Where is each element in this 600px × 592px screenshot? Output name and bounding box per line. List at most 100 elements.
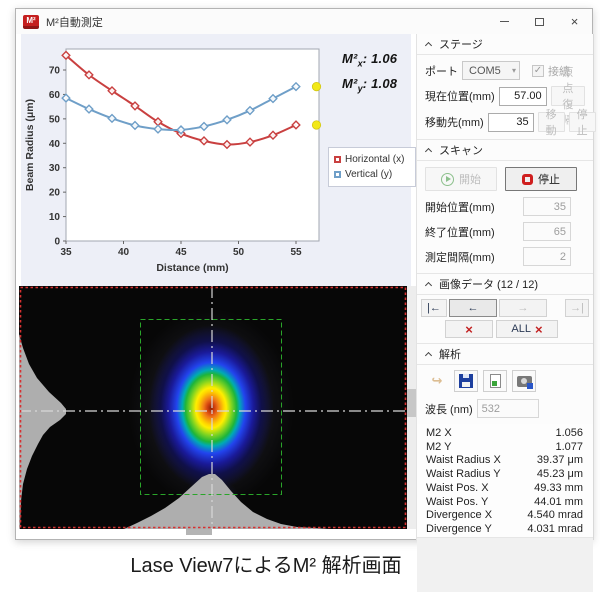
data-point-marker <box>268 93 278 104</box>
y-tick-label: 30 <box>49 163 61 174</box>
scan-start-pos-input[interactable] <box>523 197 571 216</box>
x-axis-label: Distance (mm) <box>156 262 228 274</box>
data-point-marker <box>61 50 71 61</box>
export-arrow-icon: ↪ <box>431 373 443 388</box>
data-point-marker <box>61 93 71 103</box>
x-tick-label: 35 <box>60 247 72 258</box>
data-point-marker <box>268 130 278 141</box>
connect-checkbox[interactable]: ✓ <box>532 64 544 77</box>
title-bar[interactable]: M² M²自動測定 × <box>16 9 592 34</box>
first-image-button[interactable]: |← <box>421 299 447 317</box>
chart-legend: Horizontal (x) Vertical (y) <box>328 147 416 187</box>
data-point-marker <box>199 121 209 132</box>
next-image-button[interactable]: → <box>499 299 547 317</box>
scan-start-pos-label: 開始位置(mm) <box>425 201 495 214</box>
stop-icon <box>522 173 533 185</box>
data-point-marker <box>222 139 232 150</box>
result-row-divergence-y: Divergence Y 4.031 mrad <box>426 522 583 535</box>
result-row-waist-radius-y: Waist Radius Y 45.23 μm <box>426 468 583 481</box>
port-label: ポート <box>425 65 458 78</box>
scan-end-pos-label: 終了位置(mm) <box>425 226 495 239</box>
app-logo-icon: M² <box>23 14 39 29</box>
y-tick-label: 60 <box>49 90 61 101</box>
legend-item-horizontal: Horizontal (x) <box>334 152 410 167</box>
plot-area <box>65 48 320 242</box>
target-position-label: 移動先(mm) <box>425 117 484 129</box>
m2-fit-chart: 0 10 20 30 40 50 60 70 35 40 45 50 55 Distance (mm) Be… <box>21 34 416 286</box>
chevron-down-icon: ▾ <box>511 66 516 75</box>
vertical-series-swatch <box>334 171 341 178</box>
current-position-input[interactable] <box>498 86 547 106</box>
capture-area-border <box>19 286 407 529</box>
move-button[interactable]: 移動 <box>537 109 565 137</box>
home-button[interactable]: 原点復帰 <box>550 67 585 127</box>
previous-image-button[interactable]: ← <box>449 299 497 317</box>
delete-all-images-button[interactable]: ALL × <box>496 320 558 338</box>
chart-plot: 0 10 20 30 40 50 60 70 35 40 45 50 55 Distance (mm) Be… <box>24 48 322 274</box>
control-panel: ステージ ポート COM5 ▾ ✓ 接続 現在位置(mm) 原 <box>416 34 596 592</box>
x-tick-label: 55 <box>290 247 302 258</box>
data-point-marker <box>176 125 186 135</box>
save-button[interactable] <box>454 370 478 392</box>
data-point-marker <box>84 104 94 114</box>
y-tick-label: 10 <box>49 212 61 223</box>
export-button[interactable]: ↪ <box>425 370 449 392</box>
minimize-button[interactable] <box>487 9 522 34</box>
wavelength-input[interactable] <box>476 399 539 418</box>
scan-start-button[interactable]: 開始 <box>425 167 497 191</box>
legend-item-vertical: Vertical (y) <box>334 167 410 182</box>
analysis-section: 解析 ↪ 波長 (nm) <box>417 343 593 592</box>
data-point-marker <box>107 85 117 96</box>
x-tick-label: 50 <box>233 247 245 258</box>
y-axis-label: Beam Radius (μm) <box>24 99 36 191</box>
scan-stop-button[interactable]: 停止 <box>505 167 577 191</box>
scan-interval-input[interactable] <box>523 247 571 266</box>
stage-stop-button[interactable]: 停止 <box>568 109 596 137</box>
snapshot-button[interactable] <box>512 370 536 392</box>
result-row-m2x: M2 X 1.056 <box>426 427 583 439</box>
current-position-label: 現在位置(mm) <box>425 91 495 103</box>
result-row-divergence-x: Divergence X 4.540 mrad <box>426 509 583 522</box>
minimize-icon <box>500 21 509 22</box>
result-row-m2y: M2 Y 1.077 <box>426 440 583 453</box>
collapse-scan-icon[interactable] <box>424 147 433 155</box>
close-button[interactable]: × <box>570 14 579 29</box>
panel-empty-area <box>417 536 593 592</box>
data-point-marker <box>291 81 301 92</box>
splitter-handle[interactable] <box>407 389 416 417</box>
scan-interval-label: 測定間隔(mm) <box>425 251 495 264</box>
roi-rect <box>140 319 282 495</box>
data-point-marker <box>153 124 163 134</box>
maximize-button[interactable] <box>522 9 557 34</box>
data-point-marker <box>222 115 232 125</box>
y-tick-label: 70 <box>49 66 61 77</box>
result-row-waist-pos-x: Waist Pos. X 49.33 mm <box>426 481 583 494</box>
data-point-marker <box>245 137 255 147</box>
camera-icon <box>516 375 533 389</box>
delete-x-icon: × <box>465 321 473 337</box>
histogram-overflow-tab <box>186 529 212 535</box>
image-data-section: 画像データ (12 / 12) |← ← → →| × ALL × <box>417 273 593 343</box>
splitter-gutter <box>407 286 416 529</box>
connect-label: 接続 <box>548 65 570 78</box>
y-tick-label: 40 <box>49 139 61 150</box>
vertical-profile-histogram <box>19 334 66 529</box>
horizontal-series-swatch <box>334 156 341 163</box>
collapse-analysis-icon[interactable] <box>424 351 433 359</box>
beam-profile-image <box>19 286 407 529</box>
save-floppy-icon <box>459 374 473 388</box>
stage-section-title: ステージ <box>439 39 483 51</box>
x-tick-label: 40 <box>118 247 130 258</box>
data-point-marker <box>107 113 117 124</box>
target-position-input[interactable] <box>487 112 534 132</box>
collapse-image-data-icon[interactable] <box>424 281 433 289</box>
collapse-stage-icon[interactable] <box>424 41 433 49</box>
report-button[interactable] <box>483 370 507 392</box>
last-image-button[interactable]: →| <box>565 299 589 317</box>
data-point-marker <box>84 70 94 80</box>
delete-image-button[interactable]: × <box>445 320 493 338</box>
scan-end-pos-input[interactable] <box>523 222 571 241</box>
result-row-waist-pos-y: Waist Pos. Y 44.01 mm <box>426 495 583 508</box>
port-select[interactable]: COM5 ▾ <box>462 61 520 80</box>
